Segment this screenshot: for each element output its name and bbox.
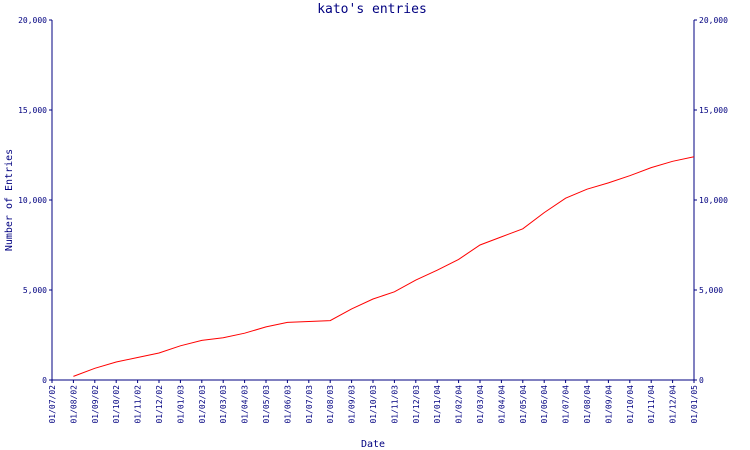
- x-tick-label: 01/12/03: [412, 385, 421, 424]
- x-tick-label: 01/06/03: [283, 385, 292, 424]
- chart-title: kato's entries: [317, 2, 427, 17]
- x-tick-label: 01/04/04: [497, 385, 506, 424]
- x-tick-label: 01/09/02: [91, 385, 100, 424]
- x-tick-label: 01/10/04: [626, 385, 635, 424]
- y-tick-label-right: 0: [699, 376, 704, 385]
- x-tick-label: 01/07/04: [562, 385, 571, 424]
- y-tick-label-right: 20,000: [699, 16, 728, 25]
- x-tick-label: 01/02/03: [198, 385, 207, 424]
- x-tick-label: 01/11/02: [134, 385, 143, 424]
- x-tick-label: 01/03/03: [219, 385, 228, 424]
- y-tick-label-right: 10,000: [699, 196, 728, 205]
- x-tick-label: 01/07/03: [305, 385, 314, 424]
- x-tick-label: 01/07/02: [48, 385, 57, 424]
- x-tick-label: 01/06/04: [540, 385, 549, 424]
- x-tick-label: 01/05/04: [519, 385, 528, 424]
- x-tick-label: 01/09/03: [348, 385, 357, 424]
- y-tick-label-left: 15,000: [18, 106, 47, 115]
- x-tick-label: 01/01/05: [690, 385, 699, 424]
- x-tick-label: 01/10/03: [369, 385, 378, 424]
- axes: [51, 20, 695, 381]
- x-tick-label: 01/03/04: [476, 385, 485, 424]
- ticks: 0 0 5,000 5,000 10,000 10,000 15,000 15,000 20,0…: [18, 16, 728, 424]
- x-tick-label: 01/08/02: [69, 385, 78, 424]
- x-tick-label: 01/01/03: [176, 385, 185, 424]
- y-tick-label-right: 5,000: [699, 286, 723, 295]
- y-tick-label-left: 10,000: [18, 196, 47, 205]
- series-layer: [73, 156, 695, 377]
- y-tick-label-left: 20,000: [18, 16, 47, 25]
- entries-series-line: [73, 156, 695, 377]
- y-axis-label: Number of Entries: [4, 149, 15, 251]
- x-tick-label: 01/10/02: [112, 385, 121, 424]
- x-tick-label: 01/08/04: [583, 385, 592, 424]
- x-tick-label: 01/09/04: [604, 385, 613, 424]
- x-tick-label: 01/01/04: [433, 385, 442, 424]
- y-tick-label-right: 15,000: [699, 106, 728, 115]
- x-tick-label: 01/12/04: [669, 385, 678, 424]
- x-tick-label: 01/05/03: [262, 385, 271, 424]
- x-tick-label: 01/12/02: [155, 385, 164, 424]
- x-axis-label: Date: [361, 439, 385, 450]
- x-tick-label: 01/02/04: [455, 385, 464, 424]
- x-tick-label: 01/11/03: [390, 385, 399, 424]
- x-tick-label: 01/11/04: [647, 385, 656, 424]
- x-tick-label: 01/08/03: [326, 385, 335, 424]
- y-tick-label-left: 0: [42, 376, 47, 385]
- y-tick-label-left: 5,000: [23, 286, 47, 295]
- x-tick-label: 01/04/03: [241, 385, 250, 424]
